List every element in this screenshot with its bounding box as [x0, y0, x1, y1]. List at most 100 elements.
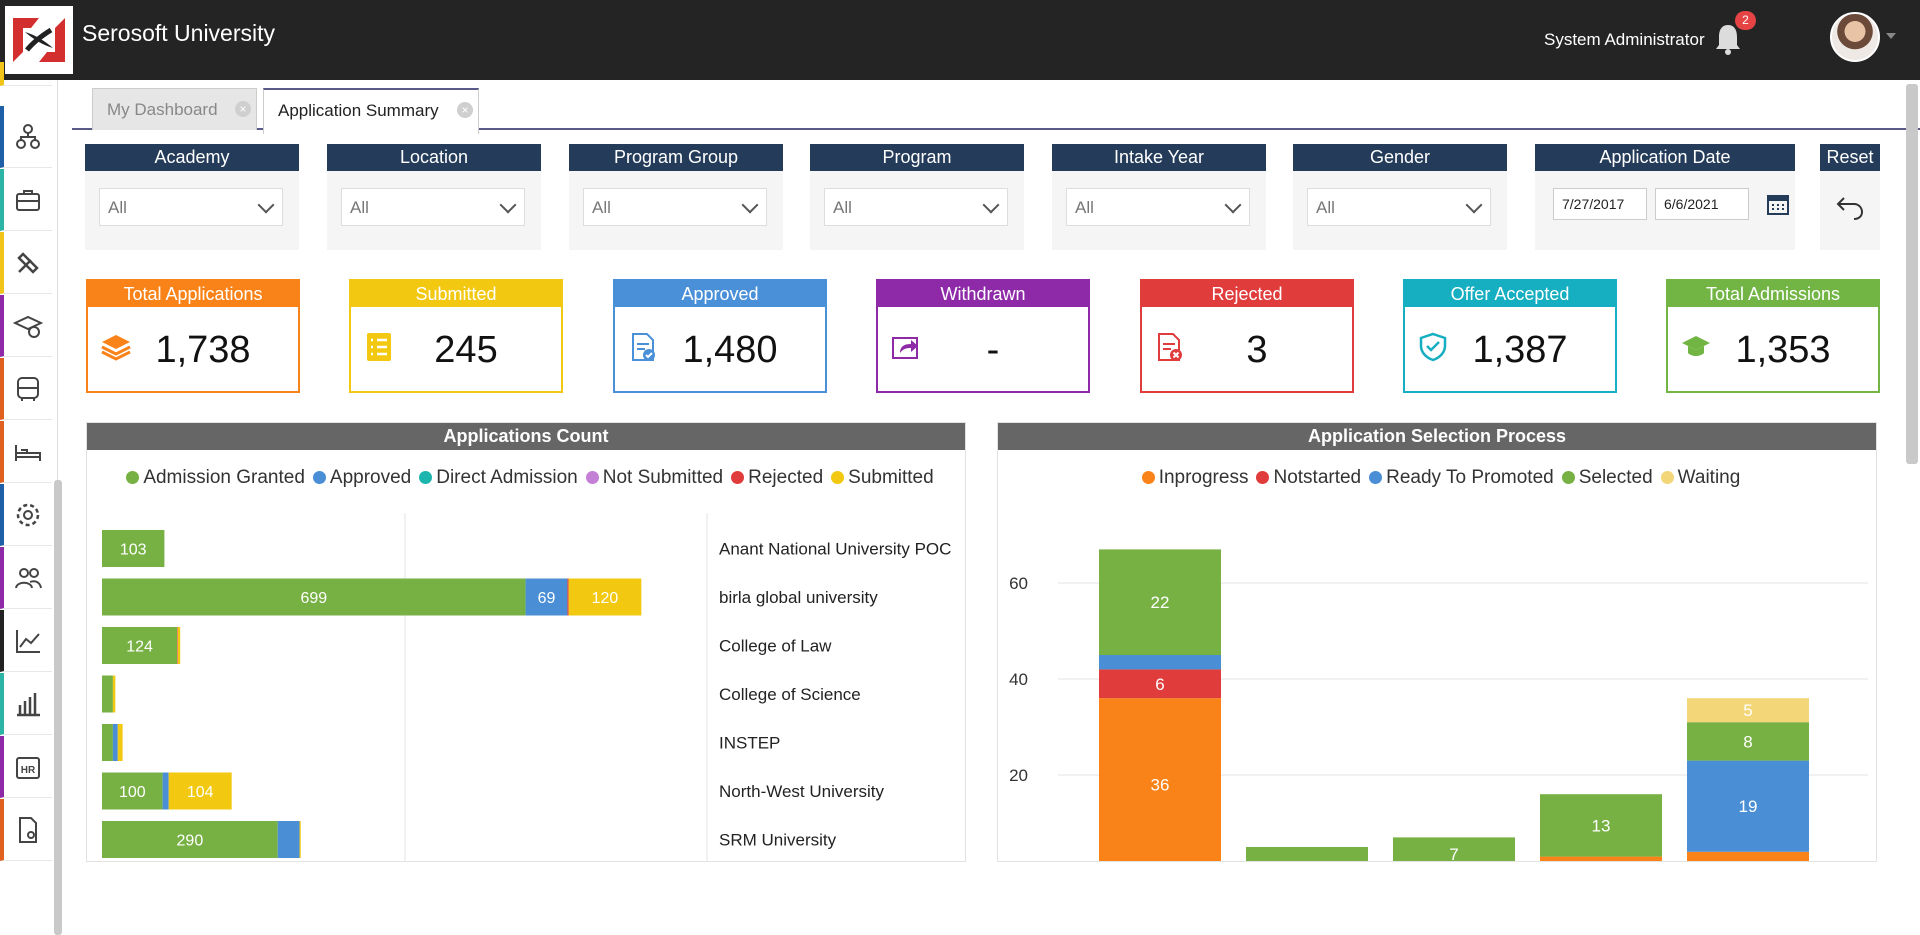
avatar[interactable]	[1830, 12, 1880, 62]
close-icon[interactable]: ×	[235, 101, 251, 117]
kpi-card-withdrawn[interactable]: Withdrawn -	[876, 279, 1090, 393]
app-title: Serosoft University	[82, 20, 276, 46]
legend-label[interactable]: Approved	[329, 467, 412, 488]
selection-process-panel: Application Selection Process Inprogress…	[997, 422, 1877, 862]
sidebar: HR	[0, 62, 62, 935]
kpi-card-approved[interactable]: Approved 1,480	[613, 279, 827, 393]
kpi-label: Submitted	[351, 281, 561, 307]
bar-segment	[1540, 856, 1662, 861]
category-label: SRM University	[719, 831, 837, 850]
kpi-card-rejected[interactable]: Rejected 3	[1140, 279, 1354, 393]
kpi-card-submitted[interactable]: Submitted 245	[349, 279, 563, 393]
sidebar-scrollbar[interactable]	[54, 480, 62, 935]
date-from-input[interactable]: 7/27/2017	[1553, 188, 1647, 220]
bar-segment	[1099, 698, 1221, 861]
sidebar-item-jobs[interactable]	[0, 169, 52, 231]
legend-marker	[1660, 471, 1674, 484]
legend-label[interactable]: Ready To Promoted	[1386, 467, 1554, 488]
tab-application-summary[interactable]: Application Summary ×	[263, 88, 479, 134]
bar-segment	[162, 772, 169, 810]
sidebar-item-documents[interactable]	[0, 799, 52, 861]
sidebar-item-top[interactable]	[0, 62, 52, 86]
close-icon[interactable]: ×	[457, 102, 473, 118]
legend-label[interactable]: Rejected	[748, 467, 824, 488]
category-label: College of Law	[719, 637, 832, 656]
briefcase-icon	[16, 189, 40, 211]
filter-label: Location	[327, 144, 541, 171]
users-icon	[15, 567, 42, 588]
share-arrow-icon	[892, 337, 918, 359]
gear-icon	[16, 503, 40, 526]
data-label: 19	[1739, 797, 1758, 816]
sidebar-item-transport[interactable]	[0, 358, 52, 420]
sidebar-item-reports[interactable]	[0, 673, 52, 735]
shield-check-icon	[1419, 332, 1447, 362]
legend-label[interactable]: Not Submitted	[602, 467, 724, 488]
location-select[interactable]: All	[341, 188, 525, 226]
intake-year-select[interactable]: All	[1066, 188, 1250, 226]
bar-segment	[102, 627, 178, 664]
tab-label: My Dashboard	[107, 100, 218, 119]
sidebar-item-hr[interactable]: HR	[0, 736, 52, 798]
university-logo[interactable]	[5, 6, 73, 74]
legend-marker	[1141, 471, 1155, 484]
chevron-down-icon	[741, 196, 759, 214]
kpi-value: 1,387	[1472, 329, 1568, 371]
reset-panel: Reset	[1820, 144, 1880, 250]
legend-label[interactable]: Inprogress	[1158, 467, 1249, 488]
sidebar-item-users[interactable]	[0, 547, 52, 609]
page-scrollbar[interactable]	[1906, 84, 1918, 464]
sidebar-item-tools[interactable]	[0, 232, 52, 294]
bar-segment	[177, 627, 178, 664]
kpi-value: -	[986, 329, 1000, 371]
data-label: 8	[1743, 732, 1752, 751]
bar-segment	[568, 578, 642, 616]
legend-label[interactable]: Direct Admission	[436, 467, 578, 488]
chevron-down-icon[interactable]	[1886, 33, 1896, 39]
legend-marker	[126, 471, 140, 484]
bar-segment	[1246, 847, 1368, 861]
legend-label[interactable]: Selected	[1578, 467, 1653, 488]
category-label: College of Science	[719, 685, 861, 704]
kpi-card-total-applications[interactable]: Total Applications 1,738	[86, 279, 300, 393]
legend-marker	[585, 471, 599, 484]
bar-segment	[1687, 698, 1809, 723]
filter-application-date: Application Date 7/27/2017 6/6/2021	[1535, 144, 1795, 250]
bell-icon[interactable]	[1714, 22, 1742, 56]
filter-label: Application Date	[1535, 144, 1795, 171]
sidebar-item-fees[interactable]	[0, 295, 52, 357]
kpi-value: 1,353	[1735, 329, 1831, 371]
data-label: 13	[1592, 816, 1611, 835]
sidebar-item-hostel[interactable]	[0, 421, 52, 483]
sidebar-item-organization[interactable]	[0, 106, 52, 168]
y-tick-label: 60	[1009, 574, 1028, 593]
gender-select[interactable]: All	[1307, 188, 1491, 226]
legend-label[interactable]: Admission Granted	[143, 467, 305, 488]
filter-bar: Academy All Location All Program Group A…	[70, 144, 1880, 250]
graduation-cap-icon	[1682, 336, 1710, 356]
data-label: 124	[126, 639, 153, 656]
user-name[interactable]: System Administrator	[1544, 30, 1705, 49]
legend-label[interactable]: Submitted	[848, 467, 934, 488]
program-group-select[interactable]: All	[583, 188, 767, 226]
sidebar-item-analytics[interactable]	[0, 610, 52, 672]
tab-bar: My Dashboard × Application Summary ×	[72, 84, 1920, 134]
bar-segment	[299, 821, 301, 858]
calendar-icon[interactable]	[1766, 192, 1790, 216]
program-select[interactable]: All	[824, 188, 1008, 226]
legend-label[interactable]: Notstarted	[1273, 467, 1362, 488]
undo-icon[interactable]	[1834, 190, 1866, 222]
kpi-card-total-admissions[interactable]: Total Admissions 1,353	[1666, 279, 1880, 393]
legend-label[interactable]: Waiting	[1677, 467, 1741, 488]
data-label: 7	[1449, 845, 1458, 862]
data-label: 5	[1743, 701, 1752, 720]
line-chart-icon	[16, 629, 40, 653]
layers-icon	[101, 335, 131, 361]
date-to-input[interactable]: 6/6/2021	[1655, 188, 1749, 220]
academy-select[interactable]: All	[99, 188, 283, 226]
bar-segment	[177, 627, 181, 664]
tab-my-dashboard[interactable]: My Dashboard ×	[92, 88, 257, 130]
kpi-card-offer-accepted[interactable]: Offer Accepted 1,387	[1403, 279, 1617, 393]
filter-academy: Academy All	[85, 144, 299, 250]
sidebar-item-settings[interactable]	[0, 484, 52, 546]
